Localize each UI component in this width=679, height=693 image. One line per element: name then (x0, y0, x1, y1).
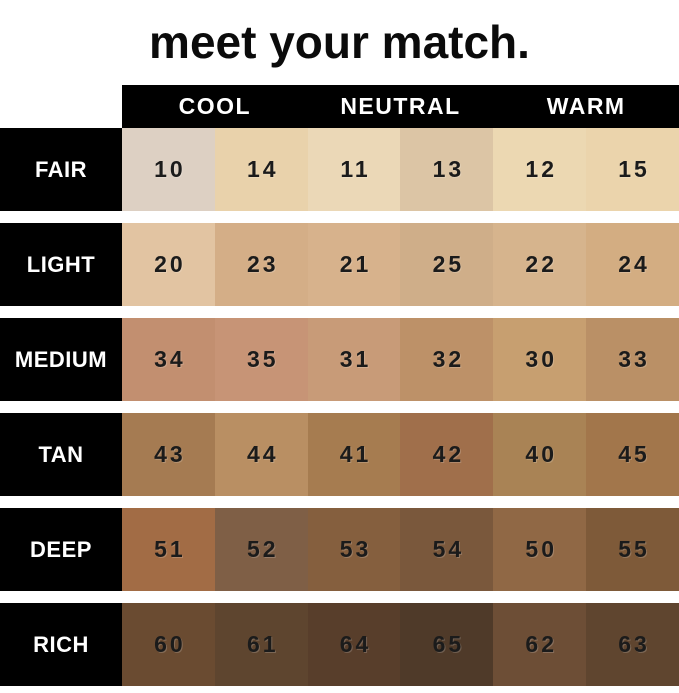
shade-swatch: 12 (493, 128, 587, 211)
shade-number: 33 (618, 346, 650, 372)
shade-swatch: 41 (307, 413, 401, 496)
shade-swatch: 42 (400, 413, 494, 496)
shade-row-fair: FAIR 10 14 11 13 12 15 (0, 128, 679, 211)
shade-number: 21 (339, 251, 372, 277)
shade-swatch: 65 (400, 603, 494, 686)
shade-swatch: 10 (122, 128, 215, 211)
row-label-fair: FAIR (0, 128, 122, 211)
shade-number: 63 (618, 631, 650, 657)
shade-swatch: 52 (214, 508, 308, 591)
shade-swatch: 24 (586, 223, 679, 306)
shade-number: 50 (525, 536, 558, 562)
shade-swatch: 61 (214, 603, 308, 686)
row-label-rich: RICH (0, 603, 122, 686)
shade-number: 53 (339, 536, 372, 562)
shade-row-deep: DEEP 51 52 53 54 50 55 (0, 508, 679, 591)
shade-swatch: 20 (122, 223, 215, 306)
shade-swatch: 23 (214, 223, 308, 306)
shade-number: 14 (246, 156, 279, 182)
shade-number: 41 (339, 441, 372, 467)
shade-number: 64 (339, 631, 372, 657)
shade-number: 45 (618, 441, 650, 467)
shade-number: 30 (525, 346, 558, 372)
shade-row-rich: RICH 60 61 64 65 62 63 (0, 603, 679, 686)
shade-number: 24 (618, 251, 650, 277)
shade-number: 11 (340, 156, 371, 182)
shade-swatch: 15 (586, 128, 679, 211)
shade-number: 35 (246, 346, 279, 372)
shade-number: 15 (618, 156, 650, 182)
shade-number: 40 (525, 441, 558, 467)
shade-number: 62 (525, 631, 558, 657)
shade-swatch: 50 (493, 508, 587, 591)
shade-number: 34 (154, 346, 186, 372)
tone-header-neutral: NEUTRAL (340, 93, 461, 119)
shade-swatch: 30 (493, 318, 587, 401)
shade-swatch: 51 (122, 508, 215, 591)
shade-number: 52 (246, 536, 279, 562)
header-spacer (0, 85, 122, 128)
page-title: meet your match. (149, 16, 530, 68)
shade-row-tan: TAN 43 44 41 42 40 45 (0, 413, 679, 496)
shade-number: 43 (154, 441, 186, 467)
shade-number: 23 (246, 251, 279, 277)
shade-number: 65 (432, 631, 465, 657)
shade-swatch: 32 (400, 318, 494, 401)
shade-swatch: 45 (586, 413, 679, 496)
shade-number: 55 (618, 536, 650, 562)
tone-header-warm: WARM (546, 93, 626, 119)
shade-swatch: 14 (214, 128, 308, 211)
shade-number: 60 (154, 631, 186, 657)
shade-number: 42 (432, 441, 465, 467)
shade-number: 13 (432, 156, 465, 182)
shade-swatch: 54 (400, 508, 494, 591)
row-label-deep: DEEP (0, 508, 122, 591)
shade-swatch: 60 (122, 603, 215, 686)
shade-match-chart: meet your match. COOL NEUTRAL WARM FAIR … (0, 14, 679, 693)
shade-swatch: 22 (493, 223, 587, 306)
shade-swatch: 31 (307, 318, 401, 401)
tone-header-cool: COOL (178, 93, 252, 119)
shade-number: 22 (525, 251, 558, 277)
row-label-light: LIGHT (0, 223, 122, 306)
shade-swatch: 43 (122, 413, 215, 496)
shade-number: 10 (154, 156, 186, 182)
shade-rows: FAIR 10 14 11 13 12 15 LIGHT 20 23 21 25… (0, 128, 679, 686)
shade-swatch: 21 (307, 223, 401, 306)
shade-row-light: LIGHT 20 23 21 25 22 24 (0, 223, 679, 306)
row-label-medium: MEDIUM (0, 318, 122, 401)
shade-number: 25 (432, 251, 465, 277)
shade-swatch: 62 (493, 603, 587, 686)
shade-swatch: 63 (586, 603, 679, 686)
shade-number: 54 (432, 536, 465, 562)
shade-swatch: 13 (400, 128, 494, 211)
shade-swatch: 44 (214, 413, 308, 496)
shade-swatch: 34 (122, 318, 215, 401)
shade-number: 44 (246, 441, 279, 467)
shade-table: COOL NEUTRAL WARM FAIR 10 14 11 13 12 15… (0, 85, 679, 686)
shade-number: 12 (525, 156, 558, 182)
tone-header-bar: COOL NEUTRAL WARM (122, 85, 679, 128)
shade-number: 31 (339, 346, 372, 372)
shade-number: 51 (154, 536, 186, 562)
tone-header-row: COOL NEUTRAL WARM (0, 85, 679, 128)
shade-swatch: 11 (307, 128, 401, 211)
shade-swatch: 35 (214, 318, 308, 401)
shade-number: 61 (246, 631, 279, 657)
shade-swatch: 25 (400, 223, 494, 306)
shade-number: 32 (432, 346, 465, 372)
shade-swatch: 55 (586, 508, 679, 591)
row-label-tan: TAN (0, 413, 122, 496)
shade-row-medium: MEDIUM 34 35 31 32 30 33 (0, 318, 679, 401)
shade-swatch: 33 (586, 318, 679, 401)
shade-swatch: 40 (493, 413, 587, 496)
shade-swatch: 53 (307, 508, 401, 591)
shade-swatch: 64 (307, 603, 401, 686)
shade-number: 20 (154, 251, 186, 277)
